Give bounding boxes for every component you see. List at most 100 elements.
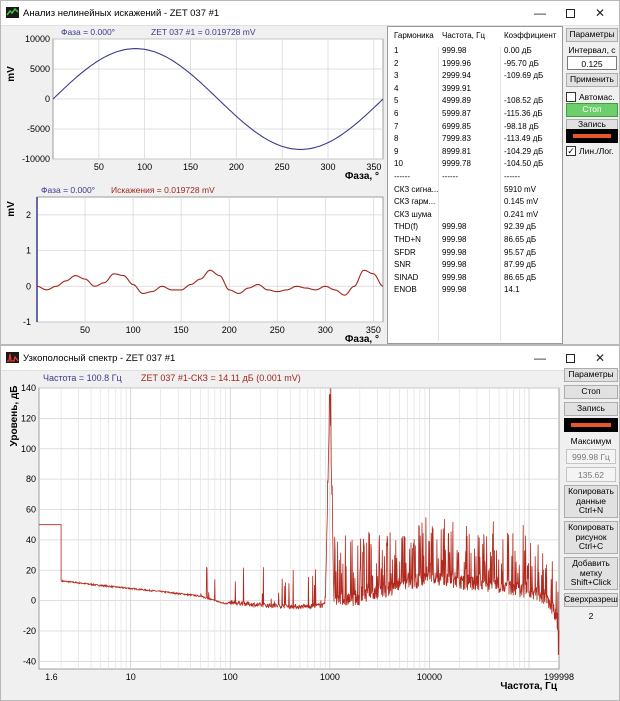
distortion-curve: [36, 269, 384, 296]
x-tick-label: 150: [174, 325, 189, 335]
copy-image-button[interactable]: Копировать рисунок Ctrl+C: [564, 521, 618, 554]
distortion-analysis-window: Анализ нелинейных искажений - ZET 037 #1…: [0, 0, 620, 345]
stat-row-cell: 999.98: [442, 235, 467, 244]
harmonic-row-cell: 6: [394, 109, 399, 118]
harmonic-row-cell: 9999.78: [442, 159, 471, 169]
column-divider: [500, 47, 501, 341]
x-axis-label: Частота, Гц: [500, 681, 557, 692]
harmonic-row-cell: 1999.96: [442, 58, 471, 68]
y-tick-label: 100: [21, 444, 36, 454]
table-separator-row-cell: ------: [394, 172, 410, 181]
harmonic-row-cell: 5999.87: [442, 109, 471, 118]
x-tick-label: 200: [229, 162, 244, 172]
x-tick-label: 200: [222, 325, 237, 335]
y-axis-label: Уровень, дБ: [9, 386, 20, 447]
harmonic-row-cell: -115.36 дБ: [504, 109, 543, 118]
narrowband-spectrum-window: Узкополосный спектр - ZET 037 #1 — ✕ Час…: [0, 345, 620, 701]
close-button[interactable]: ✕: [585, 3, 615, 23]
harmonic-row-cell: 8999.81: [442, 146, 471, 156]
close-button[interactable]: ✕: [585, 348, 615, 368]
harmonic-row-cell: 0.00 дБ: [504, 46, 532, 55]
stat-row-cell: ENOB: [394, 285, 417, 295]
stat-row-cell: 87.99 дБ: [504, 260, 537, 270]
stat-row-cell: 86.65 дБ: [504, 272, 537, 282]
max-level-field: 135.62: [566, 467, 616, 482]
harmonic-row-cell: 2999.94: [442, 71, 471, 81]
minimize-button[interactable]: —: [525, 348, 555, 368]
auto-scale-label: Автомас.: [579, 92, 615, 102]
lin-log-checkbox[interactable]: ✓ Лин./Лог.: [566, 146, 613, 156]
x-tick-label: 250: [270, 325, 285, 335]
harmonics-table[interactable]: Гармоника Частота, Гц Коэффициент 1 999.9…: [387, 26, 563, 344]
y-tick-label: 140: [21, 383, 36, 393]
y-tick-label: -5000: [27, 124, 50, 134]
harmonic-row-cell: -108.52 дБ: [504, 96, 544, 106]
harmonic-row-cell: -113.49 дБ: [504, 134, 543, 144]
y-tick-label: 0: [45, 94, 50, 104]
color-swatch[interactable]: [566, 129, 618, 143]
record-button[interactable]: Запись: [564, 402, 618, 416]
x-tick-label: 300: [318, 325, 333, 335]
color-swatch[interactable]: [564, 418, 618, 432]
copy-data-button[interactable]: Копировать данные Ctrl+N: [564, 485, 618, 518]
interval-label: Интервал, с: [568, 45, 616, 55]
y-tick-label: 80: [26, 474, 36, 484]
x-tick-label: 199998: [544, 672, 574, 682]
stat-row-cell: 92.39 дБ: [504, 222, 537, 232]
plot-grid: [53, 38, 383, 160]
maximize-icon: [565, 354, 575, 364]
y-tick-label: -40: [23, 656, 36, 666]
y-tick-label: 20: [26, 565, 36, 575]
harmonic-row-cell: 999.98: [442, 46, 467, 55]
stop-button[interactable]: Стоп: [564, 385, 618, 399]
plot-grid: [39, 387, 559, 669]
stat-row-cell: 999.98: [442, 272, 467, 282]
x-tick-label: 10: [126, 672, 136, 682]
x-tick-label: 1000: [320, 672, 340, 682]
distortion-plot[interactable]: Фаза = 0.000° Искажения = 0.019728 mV mV…: [1, 184, 385, 344]
table-separator-row-cell: ------: [504, 172, 520, 181]
auto-scale-checkbox[interactable]: Автомас.: [566, 92, 615, 102]
plot-area: [36, 196, 384, 323]
harmonic-row-cell: -104.29 дБ: [504, 146, 544, 156]
y-tick-label: 10000: [25, 34, 50, 44]
harmonic-row-cell: 3: [394, 71, 399, 81]
stop-button[interactable]: Стоп: [566, 103, 618, 117]
plot-header-phase: Фаза = 0.000°: [41, 185, 95, 195]
params-button[interactable]: Параметры: [564, 368, 618, 382]
x-tick-labels: 50 100 150 200 250 300 350: [80, 325, 381, 335]
window-title: Узкополосный спектр - ZET 037 #1: [23, 353, 176, 364]
column-header-harmonic: Гармоника: [394, 31, 434, 40]
add-marker-button[interactable]: Добавить метку Shift+Click: [564, 557, 618, 590]
harmonic-row-cell: 10: [394, 159, 403, 169]
x-axis-label: Фаза, °: [345, 334, 379, 345]
spectrum-curve: [39, 388, 560, 656]
checkbox-box: [566, 92, 576, 102]
close-icon: ✕: [594, 6, 606, 20]
x-tick-label: 10000: [417, 672, 442, 682]
stat-row-cell: 999.98: [442, 247, 467, 257]
zet-app-icon: [6, 352, 19, 363]
y-tick-label: 0: [31, 596, 36, 606]
spectrum-header-frequency: Частота = 100.8 Гц: [43, 373, 122, 383]
lin-log-label: Лин./Лог.: [579, 146, 614, 156]
sine-curve: [52, 48, 384, 150]
apply-button[interactable]: Применить: [566, 73, 618, 87]
super-resolution-button[interactable]: Сверхразреш: [564, 593, 618, 607]
harmonic-row-cell: 7: [394, 121, 399, 131]
waveform-plot[interactable]: Фаза = 0.000° ZET 037 #1 = 0.019728 mV m…: [1, 26, 385, 182]
minimize-button[interactable]: —: [525, 3, 555, 23]
plot-area: [38, 387, 560, 670]
window-title: Анализ нелинейных искажений - ZET 037 #1: [23, 8, 220, 19]
maximize-button[interactable]: [555, 348, 585, 368]
maximize-button[interactable]: [555, 3, 585, 23]
harmonic-row-cell: 8: [394, 134, 399, 144]
plot-header-value: Искажения = 0.019728 mV: [111, 185, 215, 195]
interval-input[interactable]: 0.125: [567, 56, 617, 70]
spectrum-plot[interactable]: Частота = 100.8 Гц ZET 037 #1-СКЗ = 14.1…: [1, 371, 574, 701]
params-button[interactable]: Параметры: [566, 28, 618, 42]
x-tick-label: 1.6: [45, 672, 58, 682]
harmonic-row-cell: -109.69 дБ: [504, 71, 544, 81]
harmonic-row-cell: 4: [394, 83, 399, 93]
column-header-frequency: Частота, Гц: [442, 31, 486, 40]
